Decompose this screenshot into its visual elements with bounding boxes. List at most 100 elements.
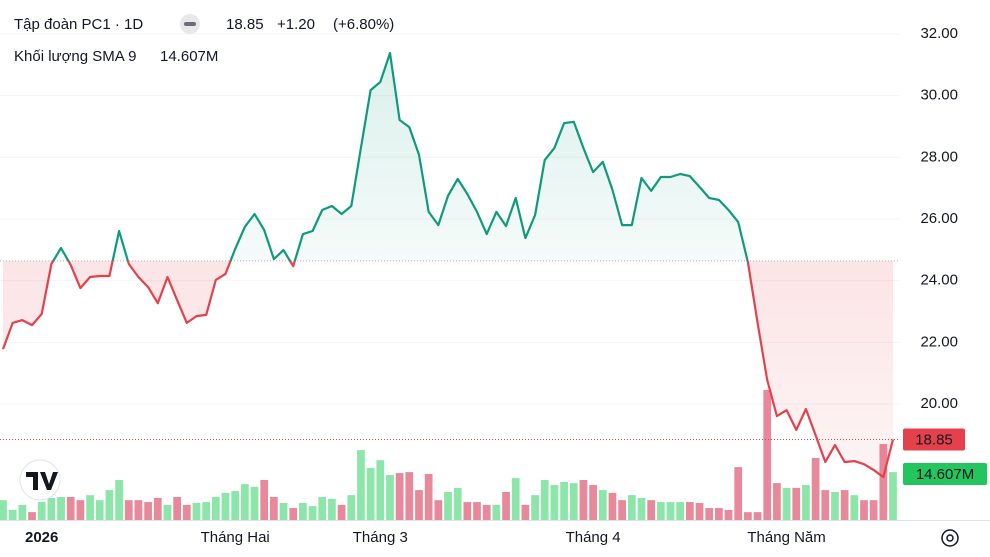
volume-bar bbox=[521, 504, 530, 520]
price-pane bbox=[0, 51, 900, 479]
volume-bar bbox=[318, 497, 327, 520]
volume-bar bbox=[395, 473, 404, 520]
volume-bar bbox=[8, 509, 17, 520]
volume-bar bbox=[550, 485, 559, 520]
volume-bar bbox=[685, 502, 694, 520]
volume-bar bbox=[0, 500, 7, 520]
volume-bar bbox=[715, 508, 723, 520]
last-price-badge bbox=[903, 428, 965, 451]
volume-bar bbox=[821, 490, 830, 520]
volume-bar bbox=[240, 484, 249, 520]
volume-bar bbox=[831, 491, 839, 520]
volume-bar bbox=[647, 500, 656, 520]
volume-bar bbox=[589, 485, 597, 520]
volume-bar bbox=[802, 485, 810, 520]
last-price-label: 18.85 bbox=[915, 431, 953, 448]
volume-bar bbox=[134, 500, 143, 520]
volume-bar bbox=[744, 512, 752, 520]
volume-bar bbox=[540, 479, 549, 520]
volume-bar bbox=[463, 502, 472, 520]
volume-bar bbox=[415, 490, 423, 520]
symbol-title: Tập đoàn PC1 · 1D bbox=[14, 16, 143, 33]
volume-bar bbox=[279, 502, 288, 520]
x-tick-label: Tháng 4 bbox=[566, 529, 621, 546]
volume-bar bbox=[289, 508, 298, 520]
volume-bar bbox=[782, 487, 791, 520]
volume-bar bbox=[773, 483, 781, 520]
volume-bar bbox=[18, 504, 27, 520]
x-tick-label: Tháng 3 bbox=[353, 529, 408, 546]
y-tick-label: 24.00 bbox=[920, 272, 958, 289]
volume-bar bbox=[250, 486, 259, 520]
volume-bar bbox=[676, 502, 685, 520]
volume-bar bbox=[347, 495, 356, 520]
volume-bar bbox=[753, 512, 762, 520]
volume-bar bbox=[763, 389, 772, 520]
volume-bar bbox=[424, 474, 433, 520]
volume-bar bbox=[153, 497, 162, 520]
volume-bar bbox=[869, 500, 878, 520]
volume-bar bbox=[889, 472, 897, 520]
volume-bar bbox=[656, 502, 665, 520]
y-tick-label: 20.00 bbox=[920, 395, 958, 412]
volume-pane bbox=[0, 389, 897, 520]
y-tick-label: 32.00 bbox=[920, 25, 958, 42]
x-tick-label: Tháng Năm bbox=[747, 529, 825, 546]
last-price: 18.85 bbox=[226, 16, 264, 33]
volume-bar bbox=[86, 495, 94, 520]
volume-bar bbox=[386, 474, 394, 520]
volume-bar bbox=[569, 483, 578, 520]
volume-bar bbox=[308, 506, 317, 520]
volume-bar bbox=[231, 491, 240, 520]
volume-bar bbox=[328, 498, 336, 520]
volume-bar bbox=[840, 490, 849, 520]
price-change-pct: (+6.80%) bbox=[333, 16, 394, 33]
volume-bar bbox=[511, 478, 520, 520]
logo bbox=[19, 459, 61, 501]
volume-sma-label: 14.607M bbox=[916, 466, 974, 483]
volume-bar bbox=[115, 479, 123, 520]
volume-bar bbox=[531, 495, 539, 520]
y-tick-label: 28.00 bbox=[920, 148, 958, 165]
volume-bar bbox=[124, 500, 133, 520]
volume-title: Khối lượng SMA 9 bbox=[14, 48, 136, 65]
x-tick-label: Tháng Hai bbox=[201, 529, 270, 546]
volume-bar bbox=[579, 479, 588, 520]
volume-bar bbox=[734, 467, 743, 520]
volume-bar bbox=[502, 491, 510, 520]
volume-bar bbox=[811, 457, 820, 520]
y-tick-label: 30.00 bbox=[920, 87, 958, 104]
settings-icon[interactable] bbox=[941, 529, 959, 547]
volume-bar bbox=[444, 491, 452, 520]
price-line bbox=[1, 51, 895, 479]
volume-bar bbox=[850, 495, 859, 520]
price-change: +1.20 bbox=[277, 16, 315, 33]
volume-bar bbox=[879, 444, 888, 520]
volume-bar bbox=[376, 460, 385, 520]
baseline-area bbox=[3, 53, 893, 478]
x-tick-label: 2026 bbox=[25, 529, 58, 546]
volume-bar bbox=[482, 504, 491, 520]
volume-bar bbox=[366, 468, 375, 520]
volume-bar bbox=[28, 512, 36, 520]
volume-bar bbox=[434, 500, 443, 520]
volume-bar bbox=[608, 492, 617, 520]
volume-bar bbox=[492, 504, 501, 520]
volume-bar bbox=[453, 487, 462, 520]
volume-bar bbox=[37, 502, 46, 520]
volume-bar bbox=[724, 509, 733, 520]
volume-bar bbox=[192, 502, 201, 520]
volume-bar bbox=[95, 500, 104, 520]
volume-bar bbox=[792, 487, 801, 520]
volume-bar bbox=[860, 500, 868, 520]
volume-bar bbox=[202, 502, 211, 520]
volume-bar bbox=[598, 490, 607, 520]
volume-bar bbox=[695, 502, 704, 520]
volume-bar bbox=[560, 481, 568, 520]
volume-bar bbox=[405, 472, 414, 520]
volume-bar bbox=[337, 504, 346, 520]
volume-bar bbox=[627, 495, 636, 520]
hide-icon bbox=[184, 22, 196, 26]
